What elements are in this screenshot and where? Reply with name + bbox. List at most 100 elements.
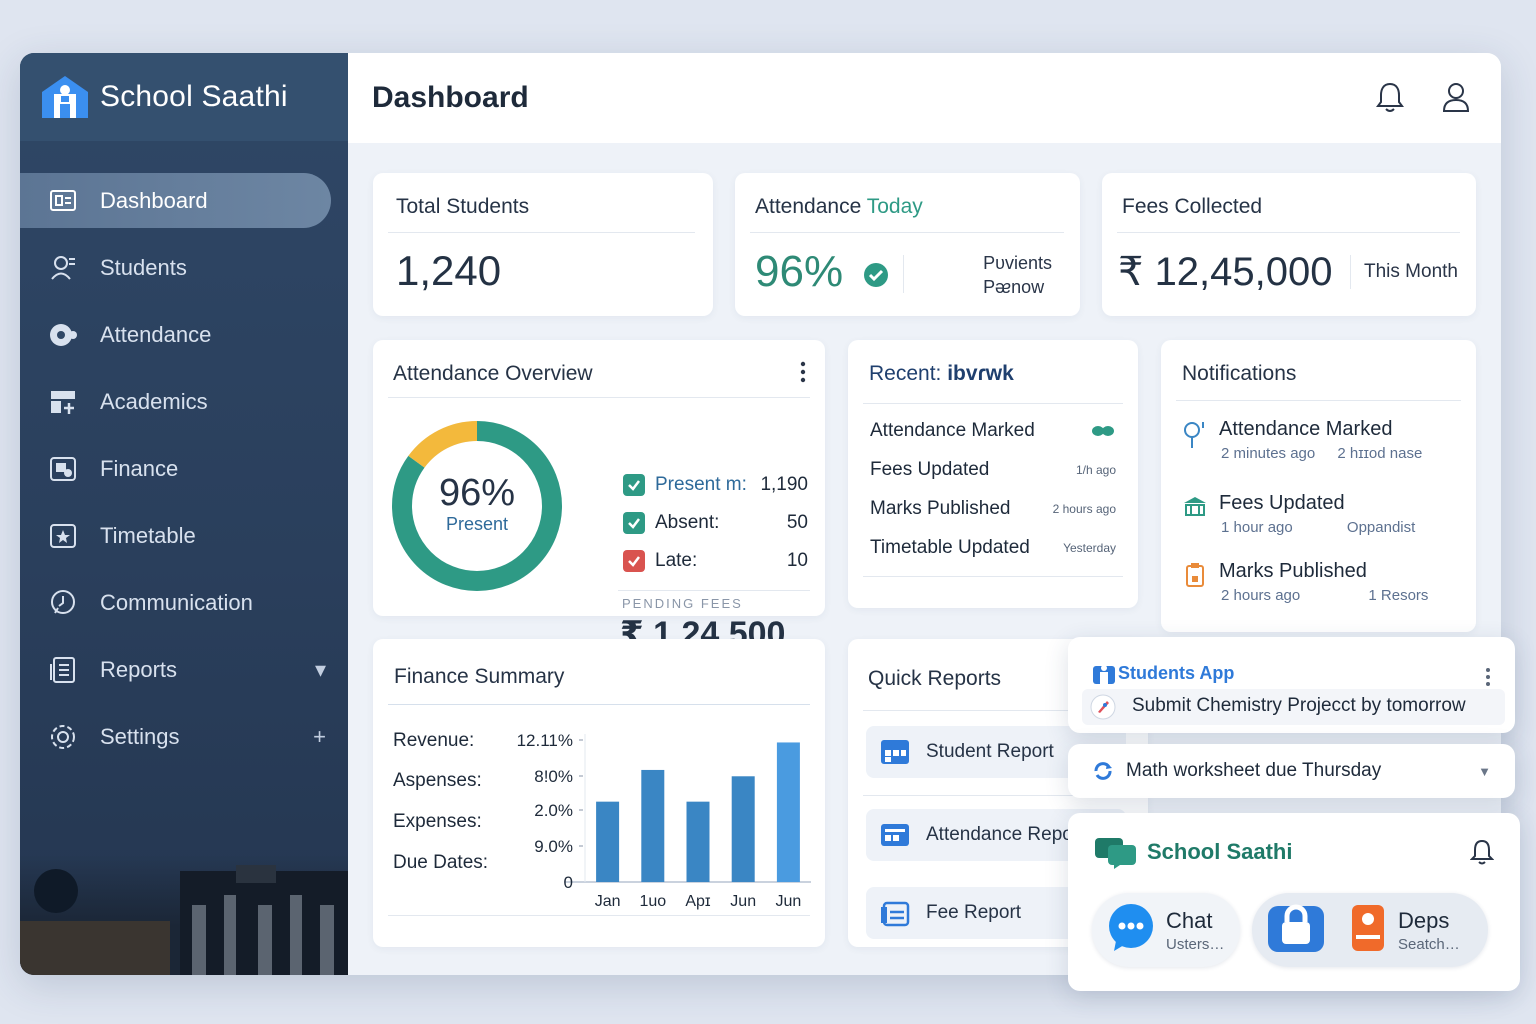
finance-bar-chart: 0 9.0% 2.0% 8!0% 12.11% Jan 1uo Aрɪ Jun Jun: [517, 731, 811, 910]
sidebar-item-communication[interactable]: Communication: [20, 575, 348, 630]
card-title: Total Students: [396, 195, 530, 218]
recent-label: Timetable Updated: [870, 537, 1030, 558]
plus-icon[interactable]: +: [313, 723, 326, 749]
notification-item[interactable]: Fees Updated 1 hour ago Oppandist: [1183, 492, 1454, 536]
sidebar-item-timetable[interactable]: Timetable: [20, 508, 348, 563]
pin-icon: [1183, 420, 1207, 455]
list-item[interactable]: Fees Updated 1/h ago: [870, 459, 1116, 481]
report-icon: [880, 820, 910, 850]
donut-late-segment: [392, 421, 562, 591]
list-item[interactable]: Timetable Updated Yesterday: [870, 537, 1116, 559]
lock-app-tile[interactable]: Deps Seatch…: [1252, 893, 1488, 967]
sidebar-item-academics[interactable]: Academics: [20, 374, 348, 429]
profile-icon[interactable]: [1441, 81, 1471, 118]
x-tick-label: Aрɪ: [685, 893, 711, 910]
timetable-icon: [48, 521, 78, 551]
total-students-value: 1,240: [396, 247, 502, 294]
recent-label: Attendance Marked: [870, 420, 1035, 441]
x-tick-label: Jun: [776, 893, 802, 910]
app-window: School Saathi Dashboard Students Attenda…: [20, 53, 1501, 975]
card-title-text: Attendance: [755, 195, 862, 218]
popup-message-row[interactable]: Submit Chemistry Projecct by tomorrow: [1082, 689, 1505, 725]
tile-subtitle: Seatch…: [1398, 935, 1460, 953]
school-saathi-widget: School Saathi Chat Usters… Deps Seatch…: [1068, 813, 1520, 991]
legend-label: Absent:: [655, 512, 720, 533]
more-options-icon[interactable]: [1485, 667, 1491, 692]
chat-icon: [48, 588, 78, 618]
recent-label: Marks Published: [870, 498, 1011, 519]
sidebar-item-attendance[interactable]: Attendance: [20, 307, 348, 362]
recent-label: Fees Updated: [870, 459, 990, 480]
chevron-down-icon[interactable]: ▼: [1478, 764, 1491, 779]
legend-row-absent[interactable]: Absent: 50: [623, 504, 808, 542]
divider: [388, 397, 810, 398]
bell-icon[interactable]: [1469, 839, 1495, 870]
deps-app-icon: [1350, 903, 1386, 958]
sidebar-item-reports[interactable]: Reports ▾: [20, 642, 348, 697]
divider: [1117, 232, 1460, 233]
divider: [388, 704, 810, 705]
side-line: Pᴂnow: [983, 277, 1045, 297]
rocket-icon: [1090, 694, 1116, 725]
group-icon: [1092, 422, 1114, 444]
finance-summary-card: Finance Summary Revenue: Aspenses: Expen…: [373, 639, 825, 947]
popup-message: Math worksheet due Thursday: [1126, 760, 1382, 781]
finance-label-due-dates: Due Dates:: [393, 852, 489, 873]
chat-app-tile[interactable]: Chat Usters…: [1092, 893, 1240, 967]
math-worksheet-popup[interactable]: Math worksheet due Thursday ▼: [1068, 744, 1515, 798]
bell-icon[interactable]: [1375, 81, 1405, 118]
lock-icon: [1266, 900, 1326, 961]
notification-meta: 1 hour ago Oppandist: [1221, 519, 1454, 536]
pending-fees-label: PENDING FEES: [622, 596, 743, 611]
fees-collected-card[interactable]: Fees Collected ₹ 12,45,000 This Month: [1102, 173, 1476, 316]
card-title: Attendance Overview: [393, 362, 593, 385]
user-icon: [48, 253, 78, 283]
divider: [388, 915, 810, 916]
finance-label-expenses: Expenses:: [393, 811, 482, 832]
brand-name: School Saathi: [100, 80, 288, 113]
divider: [863, 795, 1133, 796]
list-item[interactable]: Marks Published 2 hours ago: [870, 498, 1116, 520]
divider: [863, 710, 1133, 711]
students-app-popup[interactable]: Students App Submit Chemistry Projecct b…: [1068, 637, 1515, 733]
finance-label-aspenses: Aspenses:: [393, 770, 482, 791]
attendance-today-card[interactable]: Attendance Today 96% Pᴜvients Pᴂnow: [735, 173, 1080, 316]
sidebar-item-students[interactable]: Students: [20, 240, 348, 295]
bank-icon: [1183, 496, 1207, 523]
notification-title: Fees Updated: [1219, 492, 1345, 514]
sidebar-item-label: Finance: [100, 455, 179, 481]
notification-item[interactable]: Attendance Marked 2 minutes ago 2 hɪɪod …: [1183, 418, 1454, 462]
more-options-icon[interactable]: [799, 360, 807, 389]
divider: [618, 590, 810, 591]
notification-extra: Oppandist: [1346, 519, 1416, 536]
total-students-card[interactable]: Total Students 1,240: [373, 173, 713, 316]
bar: [596, 801, 620, 882]
notification-title: Marks Published: [1219, 560, 1367, 582]
sidebar-item-dashboard[interactable]: Dashboard: [20, 173, 331, 228]
chat-app-icon: [1106, 903, 1156, 958]
legend-row-late[interactable]: Late: 10: [623, 542, 808, 580]
sidebar-item-settings[interactable]: Settings +: [20, 709, 348, 764]
sidebar-item-label: Timetable: [100, 522, 196, 548]
sync-icon: [1092, 760, 1114, 787]
notification-item[interactable]: Marks Published 2 hours ago 1 Resors: [1183, 560, 1454, 604]
fees-collected-value: ₹ 12,45,000: [1118, 250, 1333, 294]
notification-title: Attendance Marked: [1219, 418, 1393, 440]
y-tick-label: 8!0%: [534, 767, 573, 786]
brand[interactable]: School Saathi: [20, 53, 348, 141]
tile-title: Deps: [1398, 907, 1450, 933]
sidebar-item-finance[interactable]: Finance: [20, 441, 348, 496]
chevron-down-icon[interactable]: ▾: [314, 656, 326, 682]
sidebar-item-label: Dashboard: [100, 187, 208, 213]
legend-row-present[interactable]: Present m: 1,190: [623, 466, 808, 504]
check-circle-icon: [863, 262, 889, 293]
popup-message: Submit Chemistry Projecct by tomorrow: [1132, 695, 1466, 716]
attendance-donut-chart: [392, 421, 562, 591]
attendance-icon: [48, 320, 78, 350]
tile-title: Chat: [1166, 907, 1213, 933]
donut-value: 96%: [438, 472, 516, 514]
checkbox-icon: [623, 474, 645, 496]
bar: [686, 801, 710, 882]
card-title: Attendance Today: [755, 195, 923, 219]
list-item[interactable]: Attendance Marked: [870, 420, 1116, 442]
